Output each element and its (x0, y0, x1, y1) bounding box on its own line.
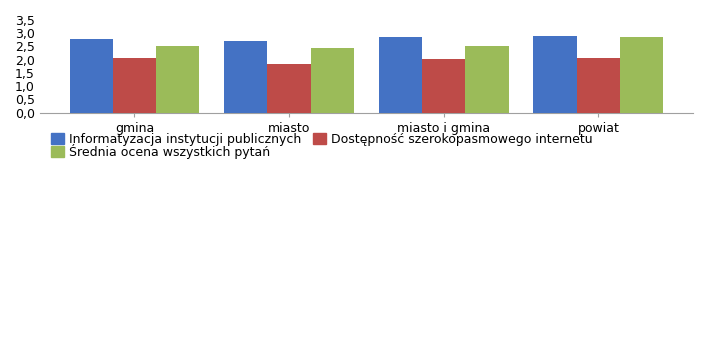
Bar (620, 38, 663, 113)
Bar (465, 46, 508, 113)
Legend: Średnia ocena wszystkich pytań: Średnia ocena wszystkich pytań (46, 139, 275, 164)
Bar (422, 59, 465, 113)
Bar (69, 39, 113, 113)
Bar (268, 64, 311, 113)
Bar (533, 36, 577, 113)
Bar (577, 58, 620, 113)
Bar (379, 37, 422, 113)
Bar (311, 48, 354, 113)
Bar (113, 58, 156, 113)
Bar (156, 46, 200, 113)
Bar (224, 41, 268, 113)
